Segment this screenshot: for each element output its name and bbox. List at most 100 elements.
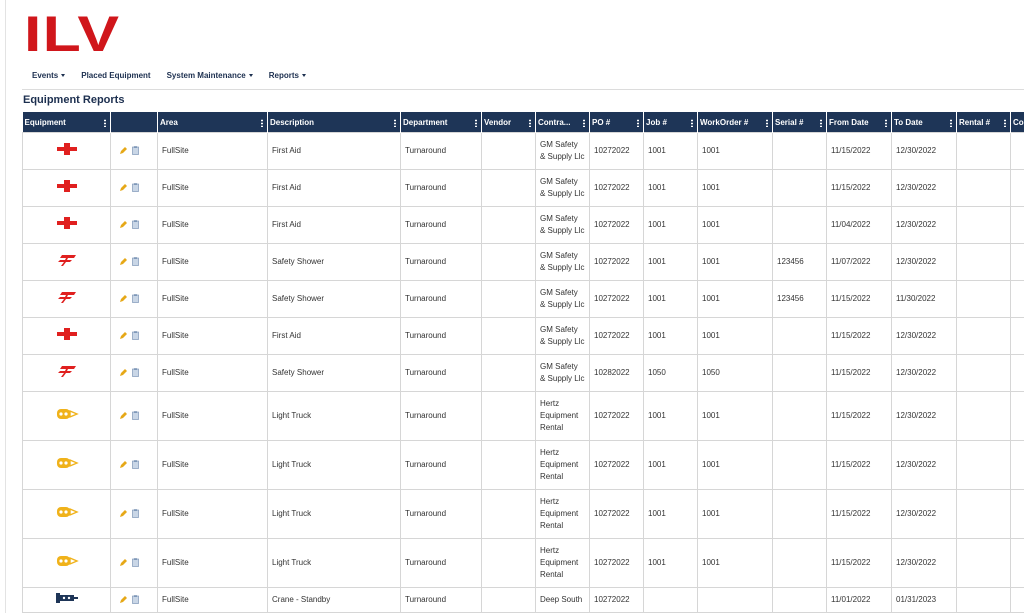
edit-icon[interactable]: [119, 146, 128, 155]
table-cell: 12/30/2022: [891, 317, 957, 355]
column-menu[interactable]: [394, 119, 396, 127]
equipment-icon-cell: [22, 169, 111, 207]
table-cell: 01/31/2023: [891, 587, 957, 613]
nav-item[interactable]: Placed Equipment: [81, 71, 151, 80]
column-header[interactable]: Description: [267, 112, 401, 133]
table-cell: [481, 206, 536, 244]
actions-header: [110, 112, 158, 133]
column-header[interactable]: Area: [157, 112, 268, 133]
edit-icon[interactable]: [119, 294, 128, 303]
table-cell: [956, 169, 1011, 207]
actions-cell: [110, 538, 158, 588]
column-menu[interactable]: [529, 119, 531, 127]
report-icon[interactable]: [132, 331, 139, 341]
table-cell: [772, 169, 827, 207]
report-icon[interactable]: [132, 368, 139, 378]
table-cell: Safety Shower: [267, 354, 401, 392]
table-cell: [1010, 587, 1024, 613]
header-text: WorkOrder #: [700, 117, 749, 127]
table-cell: GM Safety & Supply Llc: [535, 169, 590, 207]
equipment-icon: [56, 180, 77, 192]
report-icon[interactable]: [132, 183, 139, 193]
report-icon[interactable]: [132, 460, 139, 470]
column-menu[interactable]: [766, 119, 768, 127]
table-cell: 12/30/2022: [891, 538, 957, 588]
report-icon[interactable]: [132, 294, 139, 304]
report-icon[interactable]: [132, 509, 139, 519]
column-menu[interactable]: [820, 119, 822, 127]
equipment-icon-cell: [22, 538, 111, 588]
column-header[interactable]: Rental #: [956, 112, 1011, 133]
table-cell: 1001: [697, 280, 773, 318]
table-cell: [956, 391, 1011, 441]
table-cell: Light Truck: [267, 538, 401, 588]
column-header[interactable]: WorkOrder #: [697, 112, 773, 133]
edit-icon[interactable]: [119, 411, 128, 420]
column-header[interactable]: Vendor: [481, 112, 536, 133]
header-text: Equipment: [24, 117, 66, 127]
edit-icon[interactable]: [119, 509, 128, 518]
column-menu[interactable]: [885, 119, 887, 127]
column-header[interactable]: Contra...: [535, 112, 590, 133]
column-menu[interactable]: [950, 119, 952, 127]
report-icon[interactable]: [132, 558, 139, 568]
table-cell: First Aid: [267, 317, 401, 355]
report-icon[interactable]: [132, 146, 139, 156]
table-cell: [481, 489, 536, 539]
equipment-icon-cell: [22, 587, 111, 613]
header-text: Job #: [646, 117, 667, 127]
table-cell: 10272022: [589, 489, 644, 539]
table-cell: 11/15/2022: [826, 354, 892, 392]
table-cell: 11/15/2022: [826, 391, 892, 441]
page-title: Equipment Reports: [23, 94, 125, 106]
edit-icon[interactable]: [119, 257, 128, 266]
column-header[interactable]: From Date: [826, 112, 892, 133]
table-cell: [956, 587, 1011, 613]
table-cell: GM Safety & Supply Llc: [535, 206, 590, 244]
table-cell: [697, 587, 773, 613]
column-header[interactable]: Co: [1010, 112, 1024, 133]
table-cell: Turnaround: [400, 538, 482, 588]
column-menu[interactable]: [475, 119, 477, 127]
nav-item[interactable]: System Maintenance: [167, 71, 253, 80]
table-cell: [956, 280, 1011, 318]
column-header[interactable]: Serial #: [772, 112, 827, 133]
column-menu[interactable]: [691, 119, 693, 127]
report-icon[interactable]: [132, 220, 139, 230]
edit-icon[interactable]: [119, 183, 128, 192]
column-header[interactable]: PO #: [589, 112, 644, 133]
report-icon[interactable]: [132, 257, 139, 267]
column-menu[interactable]: [637, 119, 639, 127]
report-icon[interactable]: [132, 411, 139, 421]
table-cell: [772, 538, 827, 588]
column-menu[interactable]: [104, 119, 106, 127]
edit-icon[interactable]: [119, 460, 128, 469]
edit-icon[interactable]: [119, 558, 128, 567]
edit-icon[interactable]: [119, 220, 128, 229]
column-menu[interactable]: [261, 119, 263, 127]
column-header[interactable]: To Date: [891, 112, 957, 133]
table-cell: Turnaround: [400, 587, 482, 613]
table-cell: [772, 440, 827, 490]
edit-icon[interactable]: [119, 331, 128, 340]
table-row: FullSite First Aid Turnaround GM Safety & S…: [22, 132, 1024, 170]
edit-icon[interactable]: [119, 595, 128, 604]
table-cell: [481, 132, 536, 170]
header-text: From Date: [829, 117, 869, 127]
report-icon[interactable]: [132, 595, 139, 605]
column-menu[interactable]: [1004, 119, 1006, 127]
edit-icon[interactable]: [119, 368, 128, 377]
column-header[interactable]: Job #: [643, 112, 698, 133]
table-row: FullSite Safety Shower Turnaround GM Safety…: [22, 354, 1024, 392]
column-header[interactable]: Equipment: [22, 112, 111, 133]
table-cell: 12/30/2022: [891, 169, 957, 207]
table-cell: FullSite: [157, 317, 268, 355]
column-header[interactable]: Department: [400, 112, 482, 133]
header-text: Area: [160, 117, 178, 127]
table-cell: FullSite: [157, 280, 268, 318]
column-menu[interactable]: [583, 119, 585, 127]
table-cell: Turnaround: [400, 206, 482, 244]
nav-item[interactable]: Reports: [269, 71, 306, 80]
nav-item[interactable]: Events: [32, 71, 65, 80]
logo[interactable]: ILV: [24, 6, 121, 62]
